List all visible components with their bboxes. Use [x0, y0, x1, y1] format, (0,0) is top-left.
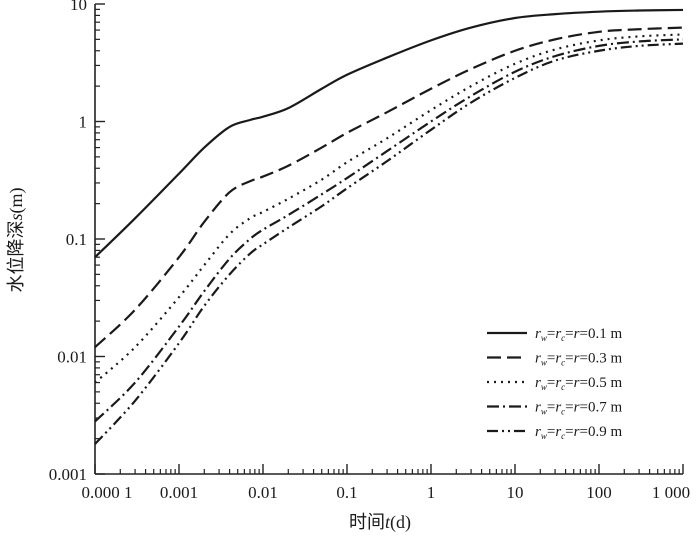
y-axis-title-unit: (m) — [6, 187, 27, 213]
y-axis-ticks: 0.001 0.01 0.1 1 10 — [49, 0, 105, 484]
x-tick-label: 100 — [586, 483, 612, 502]
x-axis-title-unit: (d) — [390, 512, 411, 533]
y-tick-label: 0.001 — [49, 465, 87, 484]
series-line-1 — [94, 8, 684, 258]
y-tick-label: 10 — [70, 0, 87, 14]
x-axis-title-var: t — [385, 512, 391, 532]
y-axis-title: 水位降深s(m) — [6, 187, 27, 292]
x-tick-label: 1 000 — [652, 483, 690, 502]
legend: rw=rc=r=0.1 m rw=rc=r=0.3 m rw=rc=r=0.5 m r… — [487, 326, 622, 441]
series-layer — [94, 8, 684, 445]
legend-label-4: rw=rc=r=0.7 m — [535, 400, 622, 417]
x-tick-label: 0.01 — [248, 483, 278, 502]
y-tick-label: 0.01 — [57, 348, 87, 367]
y-tick-label: 0.1 — [66, 230, 87, 249]
legend-label-5: rw=rc=r=0.9 m — [535, 424, 622, 441]
series-line-2 — [94, 26, 684, 349]
series-line-5 — [94, 42, 684, 445]
x-axis-ticks: 0.000 1 0.001 0.01 0.1 1 10 100 1 000 — [82, 464, 690, 502]
x-axis-title: 时间t(d) — [349, 512, 411, 533]
x-tick-label: 1 — [427, 483, 436, 502]
x-tick-label: 0.1 — [336, 483, 357, 502]
y-axis-title-prefix: 水位降深 — [6, 221, 26, 293]
series-line-4 — [94, 38, 684, 423]
legend-label-3: rw=rc=r=0.5 m — [535, 375, 622, 392]
x-tick-label: 0.000 1 — [82, 483, 133, 502]
legend-label-1: rw=rc=r=0.1 m — [535, 326, 622, 343]
y-tick-label: 1 — [79, 113, 88, 132]
x-tick-label: 10 — [507, 483, 524, 502]
legend-label-2: rw=rc=r=0.3 m — [535, 351, 622, 368]
x-tick-label: 0.001 — [160, 483, 198, 502]
x-axis-title-prefix: 时间 — [349, 512, 385, 532]
y-axis-title-var: s — [6, 213, 26, 220]
